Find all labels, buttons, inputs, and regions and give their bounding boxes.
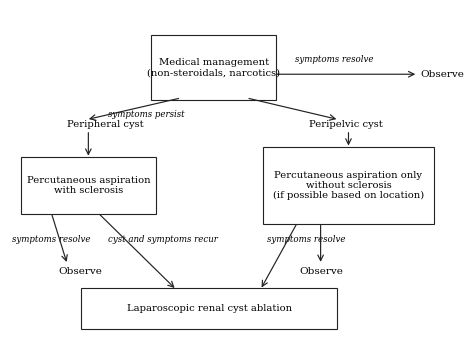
- FancyBboxPatch shape: [263, 147, 434, 224]
- Text: Percutaneous aspiration
with sclerosis: Percutaneous aspiration with sclerosis: [27, 176, 150, 195]
- Text: symptoms resolve: symptoms resolve: [267, 235, 346, 244]
- Text: Peripelvic cyst: Peripelvic cyst: [309, 120, 383, 129]
- FancyBboxPatch shape: [151, 35, 276, 99]
- Text: Observe: Observe: [300, 267, 344, 276]
- Text: symptoms persist: symptoms persist: [108, 110, 185, 119]
- Text: symptoms resolve: symptoms resolve: [12, 235, 90, 244]
- FancyBboxPatch shape: [21, 157, 155, 214]
- Text: Observe: Observe: [420, 70, 465, 79]
- Text: Observe: Observe: [58, 267, 102, 276]
- Text: Medical management
(non-steroidals, narcotics): Medical management (non-steroidals, narc…: [147, 58, 280, 77]
- Text: cyst and symptoms recur: cyst and symptoms recur: [108, 235, 218, 244]
- Text: Laparoscopic renal cyst ablation: Laparoscopic renal cyst ablation: [127, 304, 292, 313]
- Text: Percutaneous aspiration only
without sclerosis
(if possible based on location): Percutaneous aspiration only without scl…: [273, 171, 424, 201]
- Text: Peripheral cyst: Peripheral cyst: [67, 120, 144, 129]
- FancyBboxPatch shape: [82, 288, 337, 329]
- Text: symptoms resolve: symptoms resolve: [295, 55, 374, 64]
